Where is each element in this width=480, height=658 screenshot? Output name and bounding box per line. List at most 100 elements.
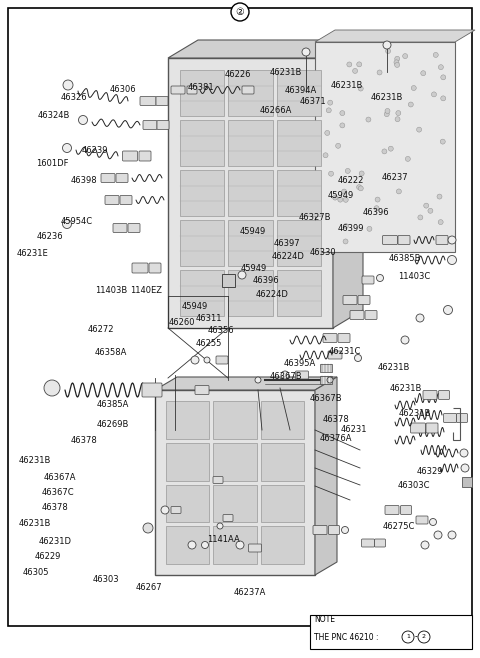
Text: 46269B: 46269B bbox=[96, 420, 129, 429]
Text: 11403C: 11403C bbox=[398, 272, 431, 281]
Text: 46239: 46239 bbox=[82, 145, 108, 155]
Text: 45954C: 45954C bbox=[61, 217, 93, 226]
Text: 46266A: 46266A bbox=[259, 106, 292, 115]
Text: 46397: 46397 bbox=[273, 239, 300, 248]
Circle shape bbox=[385, 49, 391, 53]
Circle shape bbox=[395, 57, 400, 61]
Circle shape bbox=[341, 526, 348, 534]
FancyBboxPatch shape bbox=[143, 120, 157, 130]
FancyBboxPatch shape bbox=[365, 311, 377, 320]
Circle shape bbox=[359, 171, 364, 176]
Text: 46272: 46272 bbox=[87, 324, 114, 334]
Text: 45949: 45949 bbox=[240, 227, 266, 236]
FancyBboxPatch shape bbox=[116, 174, 128, 182]
FancyBboxPatch shape bbox=[171, 507, 181, 513]
FancyBboxPatch shape bbox=[228, 170, 273, 216]
Text: 46231B: 46231B bbox=[330, 81, 363, 90]
Text: 46231B: 46231B bbox=[19, 519, 51, 528]
Circle shape bbox=[447, 255, 456, 265]
FancyBboxPatch shape bbox=[140, 97, 156, 105]
Text: 46381: 46381 bbox=[187, 83, 214, 92]
Text: 46367B: 46367B bbox=[269, 372, 302, 381]
Circle shape bbox=[143, 523, 153, 533]
FancyBboxPatch shape bbox=[195, 386, 209, 395]
Circle shape bbox=[395, 116, 400, 122]
Circle shape bbox=[428, 209, 433, 213]
Circle shape bbox=[438, 64, 444, 70]
Text: 46306: 46306 bbox=[110, 85, 137, 94]
Text: THE PNC 46210 :: THE PNC 46210 : bbox=[314, 632, 381, 642]
Circle shape bbox=[418, 631, 430, 643]
Circle shape bbox=[421, 541, 429, 549]
Circle shape bbox=[161, 506, 169, 514]
FancyBboxPatch shape bbox=[166, 401, 209, 439]
FancyBboxPatch shape bbox=[120, 195, 132, 205]
Circle shape bbox=[345, 168, 350, 174]
Circle shape bbox=[236, 541, 244, 549]
Text: 46385B: 46385B bbox=[389, 254, 421, 263]
Circle shape bbox=[323, 153, 328, 158]
FancyBboxPatch shape bbox=[398, 236, 410, 245]
Polygon shape bbox=[315, 30, 475, 42]
FancyBboxPatch shape bbox=[228, 70, 273, 116]
Circle shape bbox=[336, 143, 341, 148]
Circle shape bbox=[448, 531, 456, 539]
Text: 46367A: 46367A bbox=[44, 473, 76, 482]
Circle shape bbox=[358, 186, 363, 191]
FancyBboxPatch shape bbox=[296, 371, 309, 379]
FancyBboxPatch shape bbox=[261, 443, 304, 480]
FancyBboxPatch shape bbox=[216, 356, 228, 364]
Circle shape bbox=[338, 197, 343, 202]
FancyBboxPatch shape bbox=[313, 526, 327, 534]
Text: 46267: 46267 bbox=[135, 583, 162, 592]
Text: 46226: 46226 bbox=[224, 70, 251, 79]
Circle shape bbox=[367, 226, 372, 232]
Circle shape bbox=[62, 143, 72, 153]
FancyBboxPatch shape bbox=[122, 151, 137, 161]
Text: 46378: 46378 bbox=[71, 436, 97, 445]
FancyBboxPatch shape bbox=[157, 120, 169, 130]
Circle shape bbox=[433, 53, 438, 57]
Circle shape bbox=[188, 541, 196, 549]
Text: 46385A: 46385A bbox=[96, 399, 129, 409]
Text: NOTE: NOTE bbox=[314, 615, 335, 624]
Circle shape bbox=[355, 355, 361, 361]
FancyBboxPatch shape bbox=[213, 443, 257, 480]
Text: 46371: 46371 bbox=[300, 97, 326, 107]
FancyBboxPatch shape bbox=[171, 86, 185, 94]
FancyBboxPatch shape bbox=[315, 42, 455, 252]
Circle shape bbox=[403, 53, 408, 59]
Polygon shape bbox=[333, 40, 363, 328]
Text: 1140EZ: 1140EZ bbox=[131, 286, 162, 295]
Circle shape bbox=[44, 380, 60, 396]
FancyBboxPatch shape bbox=[166, 443, 209, 480]
FancyBboxPatch shape bbox=[242, 86, 254, 94]
Circle shape bbox=[388, 146, 393, 151]
Circle shape bbox=[374, 206, 379, 211]
Text: 46324B: 46324B bbox=[38, 111, 71, 120]
FancyBboxPatch shape bbox=[400, 505, 411, 515]
Circle shape bbox=[434, 531, 442, 539]
Circle shape bbox=[343, 197, 348, 202]
Text: 46327B: 46327B bbox=[299, 213, 331, 222]
Text: 45949: 45949 bbox=[328, 191, 354, 200]
FancyBboxPatch shape bbox=[228, 270, 273, 316]
Text: 46367B: 46367B bbox=[310, 393, 343, 403]
Circle shape bbox=[191, 356, 199, 364]
FancyBboxPatch shape bbox=[168, 58, 333, 328]
FancyBboxPatch shape bbox=[426, 423, 438, 433]
FancyBboxPatch shape bbox=[276, 270, 321, 316]
Text: 46376A: 46376A bbox=[320, 434, 352, 443]
Text: 46231C: 46231C bbox=[328, 347, 361, 356]
Circle shape bbox=[448, 236, 456, 244]
FancyBboxPatch shape bbox=[361, 539, 374, 547]
Text: 46231B: 46231B bbox=[370, 93, 403, 102]
Circle shape bbox=[401, 336, 409, 344]
FancyBboxPatch shape bbox=[261, 401, 304, 439]
FancyBboxPatch shape bbox=[436, 236, 448, 245]
Circle shape bbox=[202, 542, 208, 549]
FancyBboxPatch shape bbox=[374, 539, 385, 547]
Circle shape bbox=[302, 48, 310, 56]
Circle shape bbox=[231, 3, 249, 21]
Text: 46275C: 46275C bbox=[382, 522, 415, 531]
